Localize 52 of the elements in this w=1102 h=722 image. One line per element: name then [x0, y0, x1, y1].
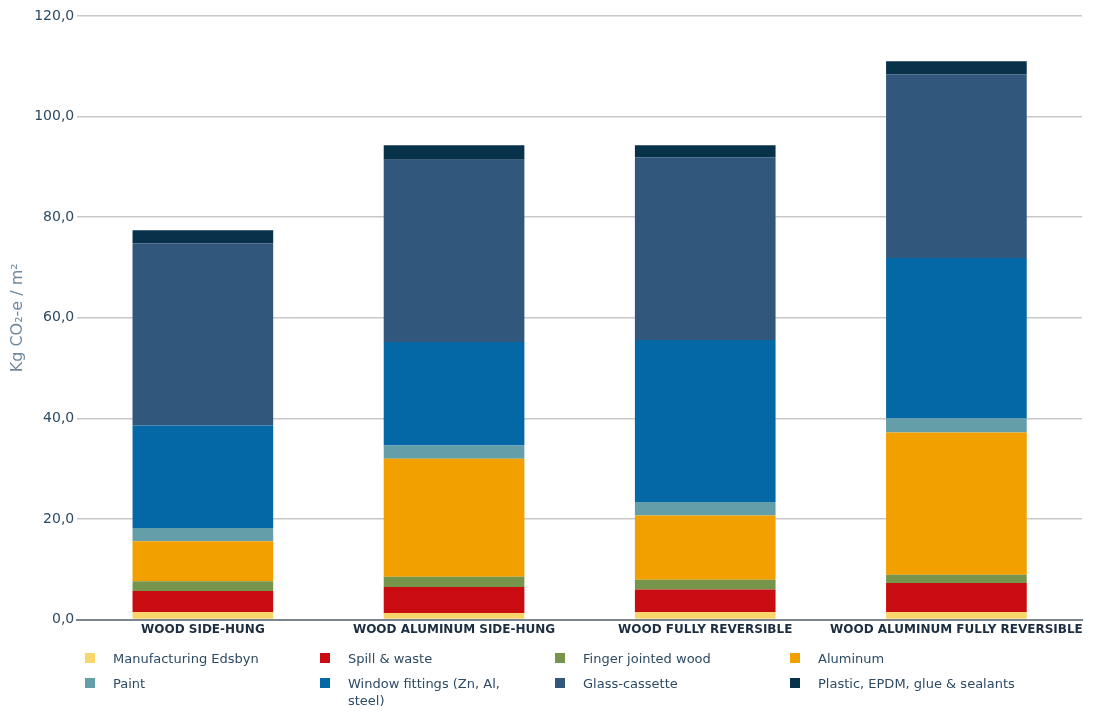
bar [132, 230, 274, 244]
bar [886, 61, 1027, 75]
bar [132, 590, 274, 613]
bar [132, 581, 274, 591]
bar [132, 541, 274, 582]
bar [886, 574, 1027, 583]
bar [383, 145, 525, 160]
bar [634, 157, 776, 340]
bar [383, 159, 525, 342]
bar [634, 612, 776, 619]
bar [383, 613, 525, 619]
legend-label: Manufacturing Edsbyn [113, 650, 259, 667]
legend-label: Aluminum [818, 650, 885, 667]
bar [383, 341, 525, 446]
legend-label: Plastic, EPDM, glue & sealants [818, 675, 1015, 692]
legend-label: Spill & waste [348, 650, 433, 667]
y-tick-label: 60,0 [43, 308, 75, 325]
x-tick-label: WOOD ALUMINUM FULLY REVERSIBLE [829, 621, 1083, 636]
bar [132, 425, 274, 529]
bar [132, 528, 274, 542]
x-tick-label: WOOD SIDE-HUNG [141, 621, 265, 636]
y-tick-label: 100,0 [34, 107, 75, 124]
bar [383, 445, 525, 459]
bar [886, 418, 1027, 433]
bar [886, 582, 1027, 613]
y-axis-title: Kg CO₂-e / m² [6, 263, 26, 373]
bar [886, 432, 1027, 575]
legend-label: Paint [113, 675, 146, 692]
bar [634, 339, 776, 502]
bar [634, 145, 776, 158]
bar [886, 74, 1027, 258]
bar [634, 589, 776, 613]
bar [634, 515, 776, 580]
legend-label: Finger jointed wood [583, 650, 711, 667]
bar [383, 458, 525, 577]
bar [132, 612, 274, 619]
bar [132, 243, 274, 426]
bar [634, 501, 776, 516]
x-tick-label: WOOD ALUMINUM SIDE-HUNG [352, 621, 556, 636]
y-tick-label: 40,0 [43, 409, 75, 426]
y-tick-label: 80,0 [43, 207, 75, 224]
bar [383, 576, 525, 587]
y-tick-label: 20,0 [43, 509, 75, 526]
bar [886, 612, 1027, 619]
y-tick-label: 120,0 [34, 6, 75, 23]
bar [383, 586, 525, 614]
legend-label: Glass-cassette [583, 675, 678, 692]
bar [886, 257, 1027, 419]
legend-label: Window fittings (Zn, Al, steel) [348, 675, 501, 709]
x-tick-label: WOOD FULLY REVERSIBLE [618, 621, 793, 636]
bar [634, 579, 776, 590]
y-tick-label: 0,0 [52, 610, 75, 627]
